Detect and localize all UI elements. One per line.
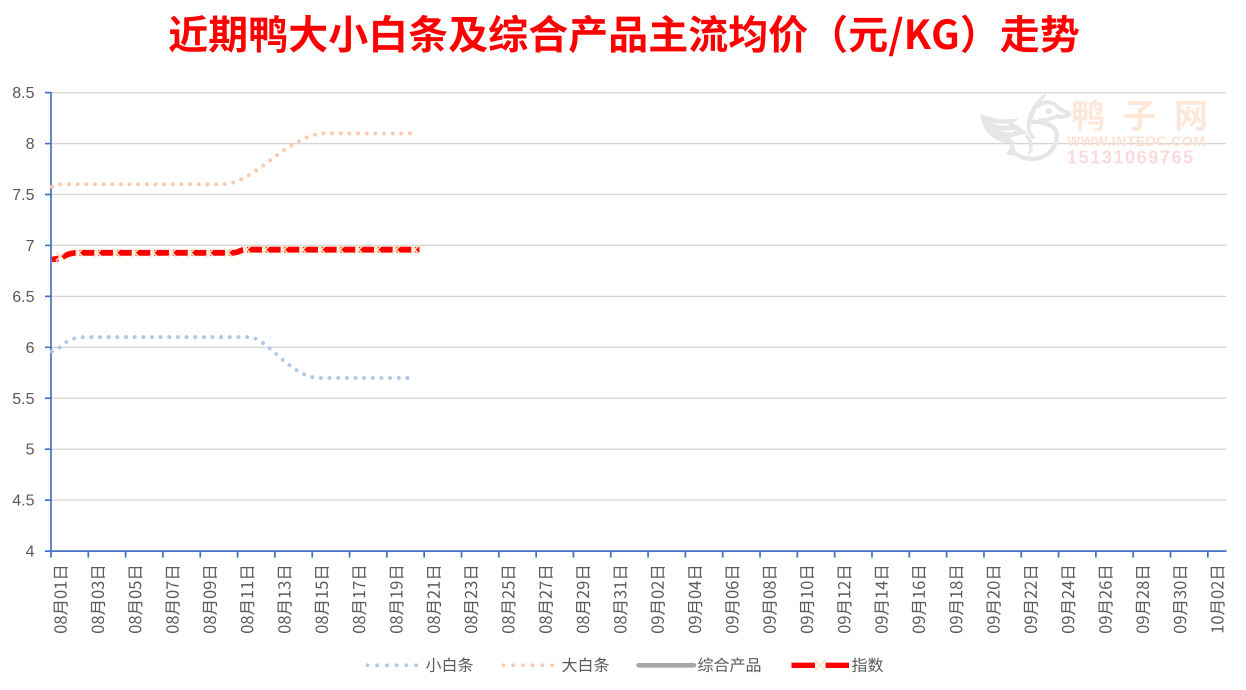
svg-text:5: 5	[26, 442, 35, 459]
svg-text:6.5: 6.5	[12, 289, 34, 306]
svg-text:5.5: 5.5	[12, 391, 34, 408]
svg-text:8.5: 8.5	[12, 85, 34, 102]
svg-text:7.5: 7.5	[12, 187, 34, 204]
svg-text:7: 7	[26, 238, 35, 255]
svg-text:4.5: 4.5	[12, 493, 34, 510]
svg-text:6: 6	[26, 340, 35, 357]
svg-text:4: 4	[26, 544, 35, 561]
svg-text:8: 8	[26, 136, 35, 153]
svg-text:15131069765: 15131069765	[1067, 148, 1195, 168]
svg-text:WWW.INTEDC.COM: WWW.INTEDC.COM	[1067, 133, 1205, 149]
